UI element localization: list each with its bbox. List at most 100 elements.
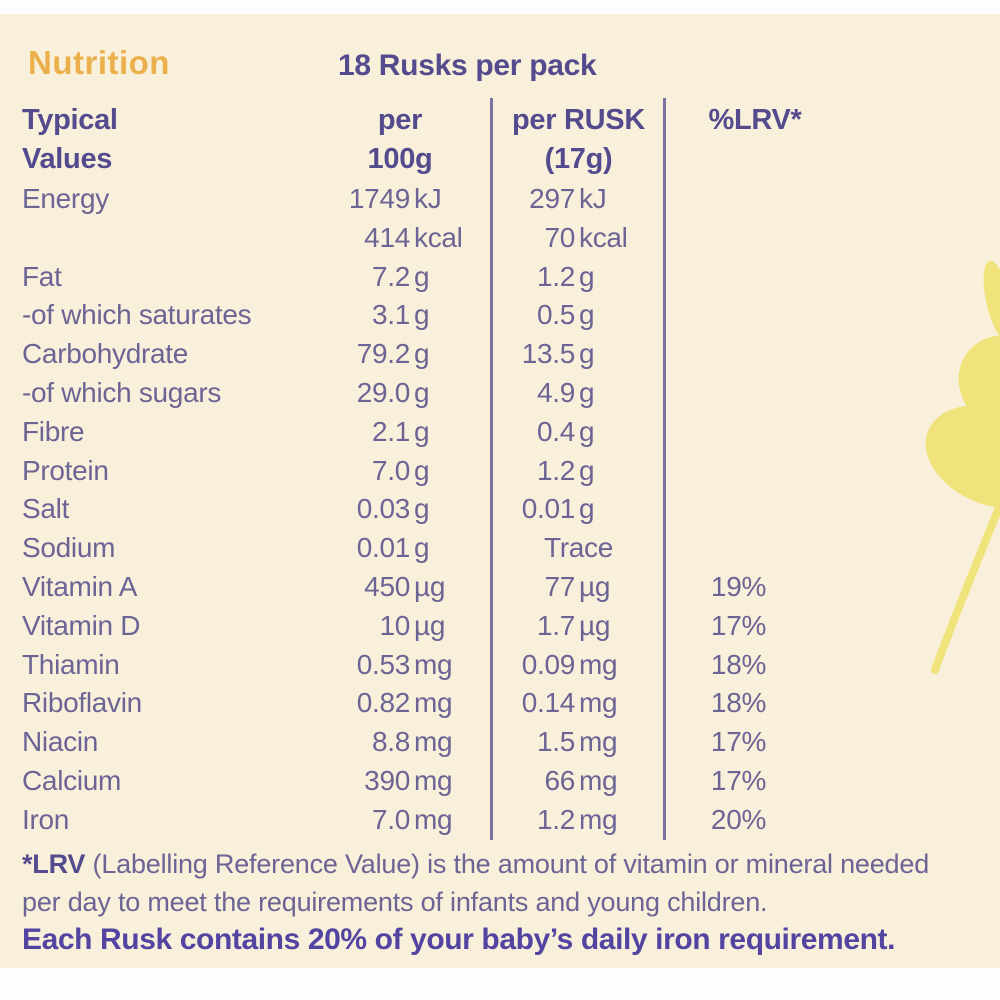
lrv-footnote: *LRV (Labelling Reference Value) is the …: [22, 845, 929, 921]
nutrition-panel: [0, 14, 1000, 968]
per-100g-label: 100g: [367, 142, 433, 175]
per-rusk-unit: mg: [579, 648, 618, 680]
per-100g-unit: g: [414, 532, 430, 564]
lrv-value: 19%: [710, 570, 767, 602]
per-100g-unit: mg: [414, 803, 453, 835]
per-100g-value: 7.2: [371, 260, 410, 292]
nutrition-table: Energy 1749 kJ 297 kJ 414 kcal 70 kcal F…: [22, 180, 830, 840]
lrv-value: [665, 413, 830, 452]
row-label: -of which sugars: [22, 376, 222, 408]
per-rusk-value: 77: [544, 570, 575, 602]
per-rusk-value: 70: [544, 221, 575, 253]
per-100g-unit: g: [414, 299, 430, 331]
per-rusk-value: 13.5: [521, 338, 576, 370]
values-label: Values: [22, 142, 113, 175]
column-divider-2: [663, 98, 666, 840]
lrv-value: [665, 529, 830, 568]
lrv-value: [665, 374, 830, 413]
column-header-lrv: %LRV*: [708, 104, 802, 136]
row-label: Energy: [22, 183, 109, 214]
row-label: Riboflavin: [22, 687, 142, 719]
per-100g-unit: mg: [414, 648, 453, 680]
per-100g-value: 1749: [348, 183, 410, 214]
per-100g-value: 0.01: [356, 532, 411, 564]
per-100g-unit: g: [414, 376, 430, 408]
lrv-value: 17%: [710, 764, 767, 796]
per-rusk-value: 1.2: [536, 260, 575, 292]
per-rusk-unit: g: [579, 299, 595, 331]
per-100g-value: 10: [379, 609, 410, 641]
per-100g-unit: µg: [414, 609, 446, 641]
row-label: Fat: [22, 260, 62, 292]
per-rusk-value: 66: [544, 764, 575, 796]
per-100g-unit: mg: [414, 687, 453, 719]
per-100g-unit: µg: [414, 570, 446, 602]
iron-claim: Each Rusk contains 20% of your baby’s da…: [22, 923, 896, 956]
per-100g-unit: g: [414, 454, 430, 486]
lrv-value: 17%: [710, 609, 767, 641]
per-100g-value: 8.8: [371, 726, 410, 758]
per-rusk-value: 0.5: [536, 299, 575, 331]
row-label: Iron: [22, 803, 70, 835]
lrv-value: 20%: [710, 803, 767, 835]
per-rusk-unit: µg: [579, 570, 611, 602]
lrv-value: 18%: [710, 687, 767, 719]
per-100g-unit: g: [414, 415, 430, 447]
per-rusk-value: 0.09: [521, 648, 576, 680]
row-label: [22, 219, 322, 258]
per-100g-unit: g: [414, 493, 430, 525]
lrv-footnote-line1: *LRV (Labelling Reference Value) is the …: [22, 845, 929, 883]
per-rusk-unit: mg: [579, 764, 618, 796]
per-rusk-unit: mg: [579, 803, 618, 835]
per-rusk-unit: mg: [579, 726, 618, 758]
row-label: Sodium: [22, 532, 116, 564]
per-rusk-unit: kJ: [579, 183, 607, 214]
per-100g-value: 0.53: [356, 648, 411, 680]
per-rusk-value: 1.2: [536, 454, 575, 486]
per-rusk-value: 1.2: [536, 803, 575, 835]
per-rusk-value: 1.7: [536, 609, 575, 641]
lrv-value: 17%: [710, 726, 767, 758]
per-label: per: [377, 104, 423, 136]
lrv-value: [665, 452, 830, 491]
per-100g-unit: mg: [414, 764, 453, 796]
row-label: Carbohydrate: [22, 338, 189, 370]
per-100g-value: 3.1: [371, 299, 410, 331]
per-rusk-weight-label: (17g): [544, 142, 613, 175]
lrv-value: [665, 258, 830, 297]
per-rusk-value: 297: [529, 183, 575, 214]
per-rusk-value: 0.14: [521, 687, 576, 719]
row-label: Niacin: [22, 726, 99, 758]
column-divider-1: [490, 98, 493, 840]
per-100g-unit: kcal: [414, 221, 463, 253]
lrv-value: [665, 335, 830, 374]
nutrition-title: Nutrition: [28, 44, 170, 81]
per-100g-value: 390: [364, 764, 410, 796]
per-100g-value: 0.82: [356, 687, 411, 719]
per-100g-value: 29.0: [356, 376, 411, 408]
per-rusk-unit: g: [579, 415, 595, 447]
per-rusk-value: Trace: [543, 532, 614, 564]
per-rusk-label: per RUSK: [512, 104, 645, 136]
lrv-value: [665, 490, 830, 529]
pack-count-heading: 18 Rusks per pack: [338, 49, 597, 82]
per-100g-value: 7.0: [371, 803, 410, 835]
per-100g-value: 414: [364, 221, 410, 253]
row-label: Thiamin: [22, 648, 120, 680]
row-label: Calcium: [22, 764, 122, 796]
per-100g-unit: mg: [414, 726, 453, 758]
row-label: Salt: [22, 493, 70, 525]
per-rusk-value: 0.4: [536, 415, 575, 447]
per-rusk-unit: mg: [579, 687, 618, 719]
per-100g-unit: kJ: [414, 183, 442, 214]
row-label: Vitamin D: [22, 609, 141, 641]
per-100g-unit: g: [414, 338, 430, 370]
lrv-value: [665, 296, 830, 335]
row-label: -of which saturates: [22, 299, 252, 331]
row-label: Fibre: [22, 415, 85, 447]
per-rusk-unit: kcal: [579, 221, 628, 253]
per-rusk-unit: g: [579, 260, 595, 292]
lrv-value: [665, 180, 830, 219]
per-100g-value: 0.03: [356, 493, 411, 525]
